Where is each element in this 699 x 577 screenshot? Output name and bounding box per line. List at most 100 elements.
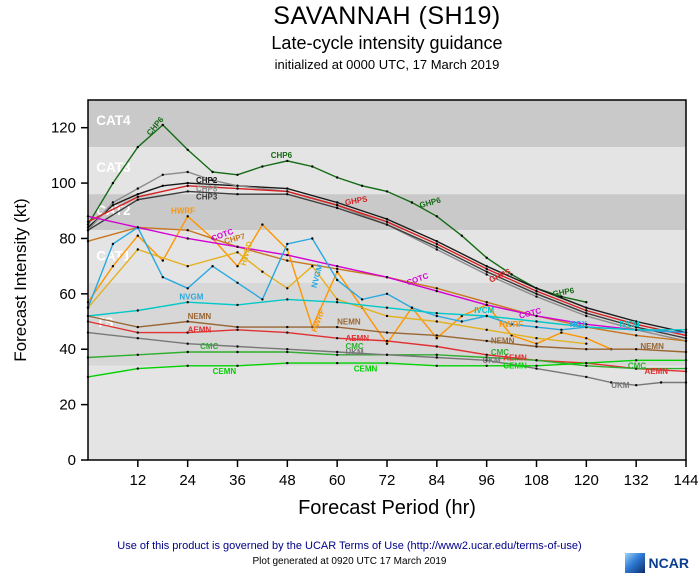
series-label-IVCM: IVCM xyxy=(474,306,494,315)
series-marker-CEMN xyxy=(236,364,239,367)
series-marker-CHPS xyxy=(485,267,488,271)
series-label-CHP6: CHP6 xyxy=(271,151,293,160)
series-marker-CHP6 xyxy=(261,165,264,168)
band-label-CAT4: CAT4 xyxy=(96,113,131,128)
x-tick-label: 24 xyxy=(179,472,196,489)
series-marker-CMC xyxy=(286,350,289,354)
series-marker-HWRD xyxy=(286,287,289,290)
series-marker-UKM xyxy=(435,356,438,359)
series-marker-CMC xyxy=(435,353,438,356)
series-marker-NEMN xyxy=(186,320,189,323)
series-marker-CHP3 xyxy=(535,292,538,295)
series-marker-CHP3 xyxy=(635,325,638,329)
series-marker-CEMN xyxy=(485,364,488,367)
series-marker-NEMN xyxy=(535,345,538,348)
series-marker-CHPS xyxy=(635,323,638,326)
series-marker-CHP7 xyxy=(336,267,339,271)
series-label-HWRF: HWRF xyxy=(171,207,195,216)
series-marker-CHP3 xyxy=(435,245,438,248)
series-marker-IVCM xyxy=(435,312,438,315)
series-marker-HWRF xyxy=(460,314,463,318)
series-marker-HWRF xyxy=(336,270,339,273)
series-marker-AEMN xyxy=(286,331,289,334)
series-marker-HWRD xyxy=(236,251,239,254)
series-marker-CHP7 xyxy=(186,229,189,232)
series-label-AEMN: AEMN xyxy=(345,334,369,343)
series-label-AEMN: AEMN xyxy=(644,367,668,376)
series-marker-CHPS xyxy=(435,242,438,246)
series-marker-CHPS xyxy=(336,204,339,207)
x-tick-label: 48 xyxy=(279,472,296,489)
series-marker-CHP3 xyxy=(136,198,139,201)
series-marker-CHP6 xyxy=(585,301,588,304)
series-marker-HWRF xyxy=(286,248,289,251)
series-marker-CHP2 xyxy=(336,201,339,204)
series-marker-HWRD xyxy=(136,248,139,251)
series-marker-CEMN xyxy=(635,359,638,362)
y-tick-label: 0 xyxy=(68,452,76,469)
x-tick-label: 60 xyxy=(329,472,346,489)
series-marker-CHP6 xyxy=(435,215,438,218)
series-marker-COTC xyxy=(186,237,189,240)
series-marker-UKM xyxy=(610,381,613,384)
series-marker-COTC xyxy=(435,289,438,293)
series-label-IVCM: IVCM xyxy=(620,320,640,329)
series-marker-CHP6 xyxy=(311,165,314,168)
x-tick-label: 120 xyxy=(574,472,599,489)
series-label-NEMN: NEMN xyxy=(640,342,664,351)
series-label-CMC: CMC xyxy=(200,342,218,351)
series-marker-NEMN xyxy=(136,325,139,329)
x-tick-label: 108 xyxy=(524,472,549,489)
series-marker-CHPS xyxy=(136,195,139,199)
series-marker-CHP8 xyxy=(136,187,139,190)
series-marker-IVCM xyxy=(585,325,588,329)
series-marker-HWRF xyxy=(111,265,115,268)
band-label-CAT3: CAT3 xyxy=(96,160,131,175)
y-tick-label: 100 xyxy=(51,175,76,192)
series-marker-CHP8 xyxy=(485,273,488,276)
series-marker-NVGM xyxy=(161,276,164,279)
series-marker-UKM xyxy=(659,381,663,384)
series-marker-CHP8 xyxy=(111,201,115,204)
series-marker-HWRF xyxy=(585,337,588,340)
series-marker-CHP7 xyxy=(635,334,638,337)
series-marker-HWRF xyxy=(236,265,239,268)
series-label-UKM: UKM xyxy=(345,348,364,357)
init-time-line: initialized at 0000 UTC, 17 March 2019 xyxy=(274,56,500,72)
series-marker-CMC xyxy=(336,353,339,356)
series-label-CHP6: GHP6 xyxy=(552,286,576,299)
series-marker-HWRD xyxy=(186,265,189,268)
series-marker-CMC xyxy=(136,353,139,356)
series-marker-NVGM xyxy=(560,328,563,331)
series-marker-CEMN xyxy=(336,361,339,365)
series-marker-IVCM xyxy=(485,314,488,318)
x-tick-label: 144 xyxy=(673,472,698,489)
series-marker-CHPS xyxy=(186,184,189,187)
series-marker-IVCM xyxy=(385,306,389,309)
series-marker-CHPS xyxy=(585,309,588,312)
series-marker-CHPS xyxy=(385,220,389,223)
series-marker-CHP8 xyxy=(435,248,438,251)
series-marker-CHP6 xyxy=(336,176,339,179)
series-marker-CHP8 xyxy=(211,179,214,182)
series-marker-UKM xyxy=(485,359,488,362)
series-marker-AEMN xyxy=(136,331,139,334)
series-marker-IVCM xyxy=(336,301,339,304)
series-marker-IVCM xyxy=(286,298,289,301)
series-marker-CHP3 xyxy=(485,270,488,273)
series-marker-CHPS xyxy=(236,187,239,190)
series-marker-NEMN xyxy=(485,339,488,343)
series-marker-CHP2 xyxy=(385,217,389,221)
series-marker-HWRD xyxy=(336,298,339,301)
series-marker-CHP6 xyxy=(136,145,139,149)
series-marker-NVGM xyxy=(535,325,538,329)
series-label-NEMN: NEMN xyxy=(188,312,212,321)
series-marker-CHP8 xyxy=(186,170,189,174)
series-label-CEMN: CEMN xyxy=(503,362,527,371)
series-marker-COTC xyxy=(286,253,289,257)
series-marker-CHP2 xyxy=(111,204,115,207)
series-label-CEMN: CEMN xyxy=(354,364,378,373)
series-marker-NVGM xyxy=(435,314,438,318)
series-marker-COTC xyxy=(236,245,239,248)
